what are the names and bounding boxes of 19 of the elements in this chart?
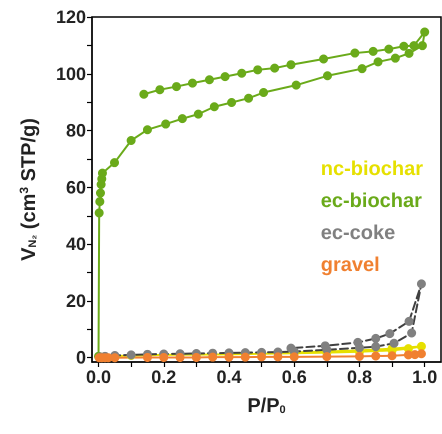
text: gravel xyxy=(320,254,380,276)
x-tick-label: 0.4 xyxy=(216,367,242,387)
y-tick-label: 80 xyxy=(66,120,86,141)
x-tick-label: 0.0 xyxy=(86,367,112,387)
text: ec-biochar xyxy=(320,190,422,212)
y-tick-label: 20 xyxy=(66,290,86,311)
x-tick-label: 1.0 xyxy=(412,367,438,387)
y-tick-label: 60 xyxy=(66,177,86,198)
text: ec-coke xyxy=(320,222,396,244)
x-tick-label: 0.8 xyxy=(346,367,372,387)
text: nc-biochar xyxy=(320,158,424,180)
y-tick-label: 100 xyxy=(56,64,86,84)
y-axis-title: VN₂ (cm3 STP/g) xyxy=(17,118,40,261)
x-tick-label: 0.6 xyxy=(282,367,307,387)
y-tick-label: 120 xyxy=(56,7,86,27)
y-tick-label: 0 xyxy=(76,348,86,368)
x-axis-title: P/P0 xyxy=(247,395,286,417)
x-tick-label: 0.2 xyxy=(151,367,176,387)
y-tick-label: 40 xyxy=(66,234,86,254)
